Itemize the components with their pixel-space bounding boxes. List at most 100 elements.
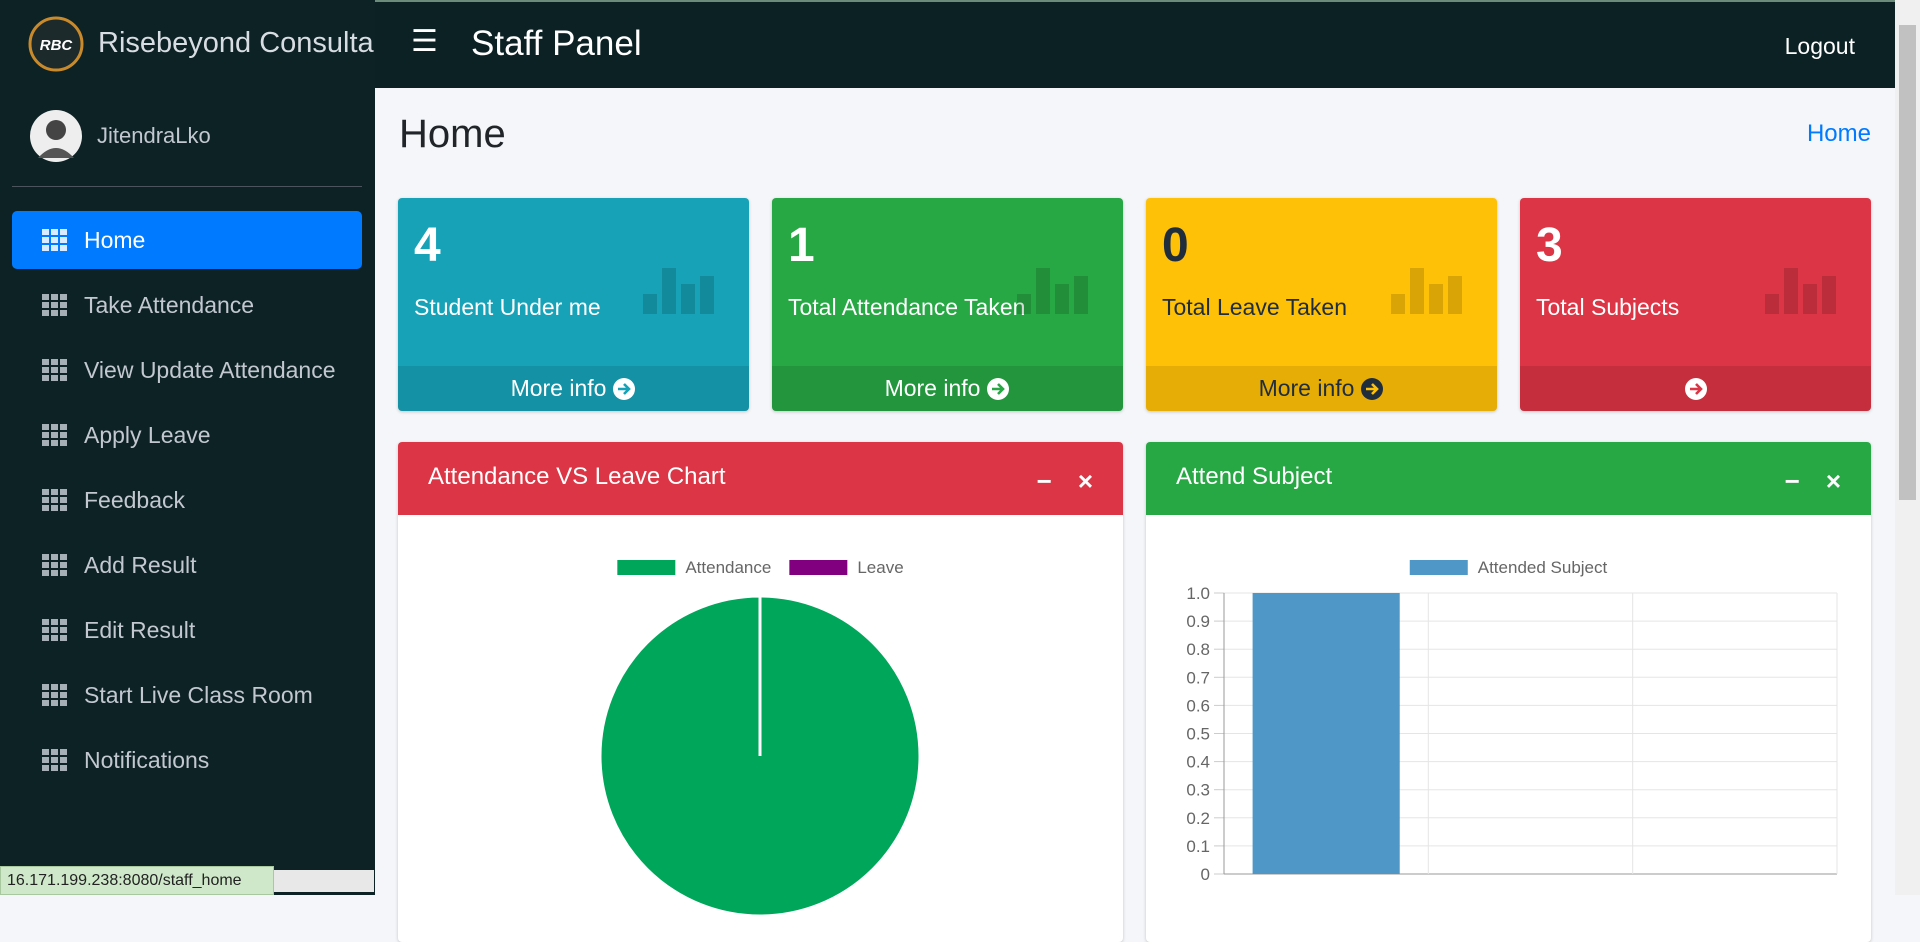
nav-icon	[42, 229, 67, 251]
legend-swatch	[789, 560, 848, 575]
icon-cell	[60, 229, 67, 235]
stat-icon	[643, 268, 714, 314]
icon-cell	[60, 432, 67, 438]
icon-bar	[1822, 276, 1836, 314]
icon-cell	[60, 424, 67, 430]
icon-cell	[42, 700, 49, 706]
icon-cell	[42, 440, 49, 446]
icon-bar	[662, 268, 676, 314]
more-info[interactable]: More info	[398, 366, 749, 411]
icon-cell	[42, 237, 49, 243]
nav-icon	[42, 619, 67, 641]
card-title: Attend Subject	[1176, 463, 1333, 490]
y-tick-label: 1.0	[1186, 584, 1210, 603]
stat-value: 4	[414, 219, 441, 272]
icon-cell	[51, 627, 58, 633]
icon-cell	[42, 749, 49, 755]
nav-item[interactable]: Add Result	[12, 536, 362, 594]
nav-item[interactable]: Take Attendance	[12, 276, 362, 334]
icon-cell	[51, 489, 58, 495]
nav-item[interactable]: Feedback	[12, 471, 362, 529]
icon-cell	[51, 562, 58, 568]
topbar: ☰ Staff Panel Logout	[375, 0, 1895, 88]
more-info[interactable]	[1520, 366, 1871, 411]
icon-cell	[60, 375, 67, 381]
icon-bar	[1448, 276, 1462, 314]
y-tick-label: 0.5	[1186, 725, 1210, 744]
panel-title: Staff Panel	[471, 24, 642, 63]
icon-cell	[60, 440, 67, 446]
status-bar: 16.171.199.238:8080/staff_home	[0, 866, 274, 895]
icon-cell	[51, 310, 58, 316]
icon-cell	[51, 554, 58, 560]
icon-bar	[1055, 284, 1069, 314]
close-button[interactable]: ×	[1825, 466, 1841, 496]
nav-item[interactable]: Notifications	[12, 731, 362, 789]
logout[interactable]: Logout	[1784, 33, 1855, 59]
brand: Risebeyond Consultanc	[98, 27, 375, 59]
stat-label: Total Attendance Taken	[788, 294, 1026, 320]
icon-cell	[60, 302, 67, 308]
menu-toggle[interactable]: ☰	[411, 25, 438, 58]
icon-cell	[60, 635, 67, 641]
breadcrumb[interactable]: Home	[1806, 120, 1871, 147]
more-info[interactable]: More info	[772, 366, 1123, 411]
card-title: Attendance VS Leave Chart	[428, 463, 726, 490]
icon-cell	[60, 757, 67, 763]
nav-label: Notifications	[84, 746, 210, 773]
card-tools: − ×	[1785, 466, 1841, 497]
y-tick-label: 0.1	[1186, 837, 1210, 856]
nav-label: Edit Result	[84, 616, 196, 643]
icon-bar	[681, 284, 695, 314]
more-info[interactable]: More info	[1146, 366, 1497, 411]
legend-swatch	[617, 560, 676, 575]
icon-cell	[42, 619, 49, 625]
icon-cell	[42, 302, 49, 308]
stat-icon	[1391, 268, 1462, 314]
arrow-icon	[613, 377, 636, 400]
icon-cell	[42, 765, 49, 771]
nav-item[interactable]: Start Live Class Room	[12, 666, 362, 724]
nav-item[interactable]: Edit Result	[12, 601, 362, 659]
icon-cell	[60, 245, 67, 251]
close-button[interactable]: ×	[1077, 466, 1093, 496]
icon-cell	[42, 367, 49, 373]
icon-cell	[60, 562, 67, 568]
icon-bar	[1036, 268, 1050, 314]
icon-cell	[42, 692, 49, 698]
stat-box: 0 Total Leave Taken More info	[1146, 198, 1497, 411]
icon-bar	[1765, 294, 1779, 314]
icon-cell	[51, 700, 58, 706]
nav-icon	[42, 424, 67, 446]
scroll-thumb[interactable]	[1899, 25, 1916, 500]
stat-label: Total Leave Taken	[1162, 294, 1347, 320]
icon-cell	[51, 619, 58, 625]
y-tick-label: 0.3	[1186, 781, 1210, 800]
legend-label: Leave	[857, 558, 903, 577]
icon-cell	[60, 367, 67, 373]
card-header: Attend Subject − ×	[1146, 442, 1871, 515]
arrow	[1366, 382, 1380, 395]
nav-label: Start Live Class Room	[84, 681, 313, 708]
collapse-button[interactable]: −	[1784, 466, 1800, 496]
nav-item[interactable]: Apply Leave	[12, 406, 362, 464]
icon-bar	[1017, 294, 1031, 314]
scrollbar	[1895, 0, 1920, 895]
icon-bar	[1074, 276, 1088, 314]
icon-bar	[1410, 268, 1424, 314]
icon-cell	[42, 684, 49, 690]
nav-icon	[42, 749, 67, 771]
icon-cell	[51, 692, 58, 698]
nav-label: Feedback	[84, 486, 186, 513]
icon-cell	[60, 505, 67, 511]
nav-item[interactable]: Home	[12, 211, 362, 269]
chart-card: Attend Subject − × Attended Subject 0 0.1 0.2 0…	[1146, 442, 1871, 942]
nav-item[interactable]: View Update Attendance	[12, 341, 362, 399]
stat-box: 3 Total Subjects	[1520, 198, 1871, 411]
collapse-button[interactable]: −	[1036, 466, 1052, 496]
nav-icon	[42, 489, 67, 511]
icon-bar	[1803, 284, 1817, 314]
icon-cell	[60, 684, 67, 690]
icon-cell	[42, 562, 49, 568]
icon-cell	[42, 432, 49, 438]
